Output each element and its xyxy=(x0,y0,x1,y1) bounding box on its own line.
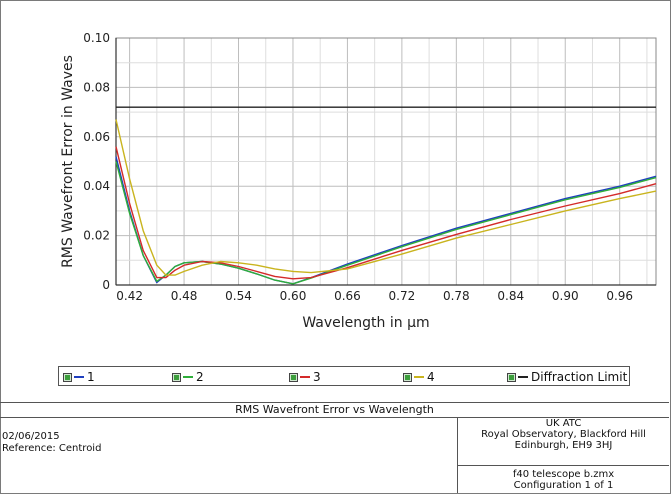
series-line-2 xyxy=(115,161,657,285)
y-tick-label: 0 xyxy=(102,278,110,292)
legend-label: 2 xyxy=(196,370,204,384)
legend-checkbox-icon[interactable] xyxy=(63,372,72,382)
footer-info: 02/06/2015 Reference: Centroid xyxy=(2,431,101,455)
legend-swatch xyxy=(414,376,424,378)
x-tick-label: 0.90 xyxy=(552,289,579,303)
x-tick-label: 0.78 xyxy=(443,289,470,303)
legend-checkbox-icon[interactable] xyxy=(403,372,412,382)
legend-item[interactable]: 4 xyxy=(403,369,435,385)
y-tick-label: 0.04 xyxy=(83,179,110,193)
legend-item[interactable]: 1 xyxy=(63,369,95,385)
footer-config: Configuration 1 of 1 xyxy=(513,480,614,491)
legend-item[interactable]: Diffraction Limit xyxy=(507,369,627,385)
x-tick-label: 0.66 xyxy=(334,289,361,303)
x-tick-label: 0.42 xyxy=(116,289,143,303)
footer-title: RMS Wavefront Error vs Wavelength xyxy=(0,403,669,418)
legend-label: 4 xyxy=(427,370,435,384)
y-tick-label: 0.06 xyxy=(83,130,110,144)
x-tick-label: 0.72 xyxy=(389,289,416,303)
y-tick-label: 0.08 xyxy=(83,80,110,94)
legend-swatch xyxy=(300,376,310,378)
series-line-4 xyxy=(115,119,657,276)
legend-item[interactable]: 2 xyxy=(172,369,204,385)
legend-label: Diffraction Limit xyxy=(531,370,628,384)
legend-label: 3 xyxy=(313,370,321,384)
footer-date: 02/06/2015 xyxy=(2,431,60,442)
x-axis-label: Wavelength in µm xyxy=(302,315,429,331)
footer-reference: Reference: Centroid xyxy=(2,443,102,454)
x-tick-label: 0.54 xyxy=(225,289,252,303)
footer-organization: UK ATC Royal Observatory, Blackford Hill… xyxy=(457,417,669,465)
legend-swatch xyxy=(518,376,528,378)
legend-item[interactable]: 3 xyxy=(289,369,321,385)
footer-file-info: f40 telescope b.zmx Configuration 1 of 1 xyxy=(457,465,669,493)
legend-checkbox-icon[interactable] xyxy=(507,372,516,382)
x-tick-label: 0.96 xyxy=(606,289,633,303)
footer: RMS Wavefront Error vs Wavelength 02/06/… xyxy=(0,402,669,493)
legend-swatch xyxy=(183,376,193,378)
org-line-3: Edinburgh, EH9 3HJ xyxy=(514,440,613,451)
x-tick-label: 0.60 xyxy=(280,289,307,303)
legend-checkbox-icon[interactable] xyxy=(172,372,181,382)
plot-area: 0.42 0.48 0.54 0.60 0.66 0.72 0.78 0.84 0.90 0.96… xyxy=(60,31,657,331)
x-tick-label: 0.48 xyxy=(171,289,198,303)
y-tick-label: 0.10 xyxy=(83,31,110,45)
legend-label: 1 xyxy=(87,370,95,384)
legend: 1 2 3 4 Diffraction Limit xyxy=(58,366,630,386)
y-tick-label: 0.02 xyxy=(83,229,110,243)
x-tick-label: 0.84 xyxy=(497,289,524,303)
org-line-1: UK ATC xyxy=(545,418,582,429)
footer-file: f40 telescope b.zmx xyxy=(512,469,615,480)
legend-swatch xyxy=(74,376,84,378)
series-line-3 xyxy=(115,146,657,280)
org-line-2: Royal Observatory, Blackford Hill xyxy=(481,429,646,440)
y-axis-label: RMS Wavefront Error in Waves xyxy=(60,55,76,268)
legend-checkbox-icon[interactable] xyxy=(289,372,298,382)
